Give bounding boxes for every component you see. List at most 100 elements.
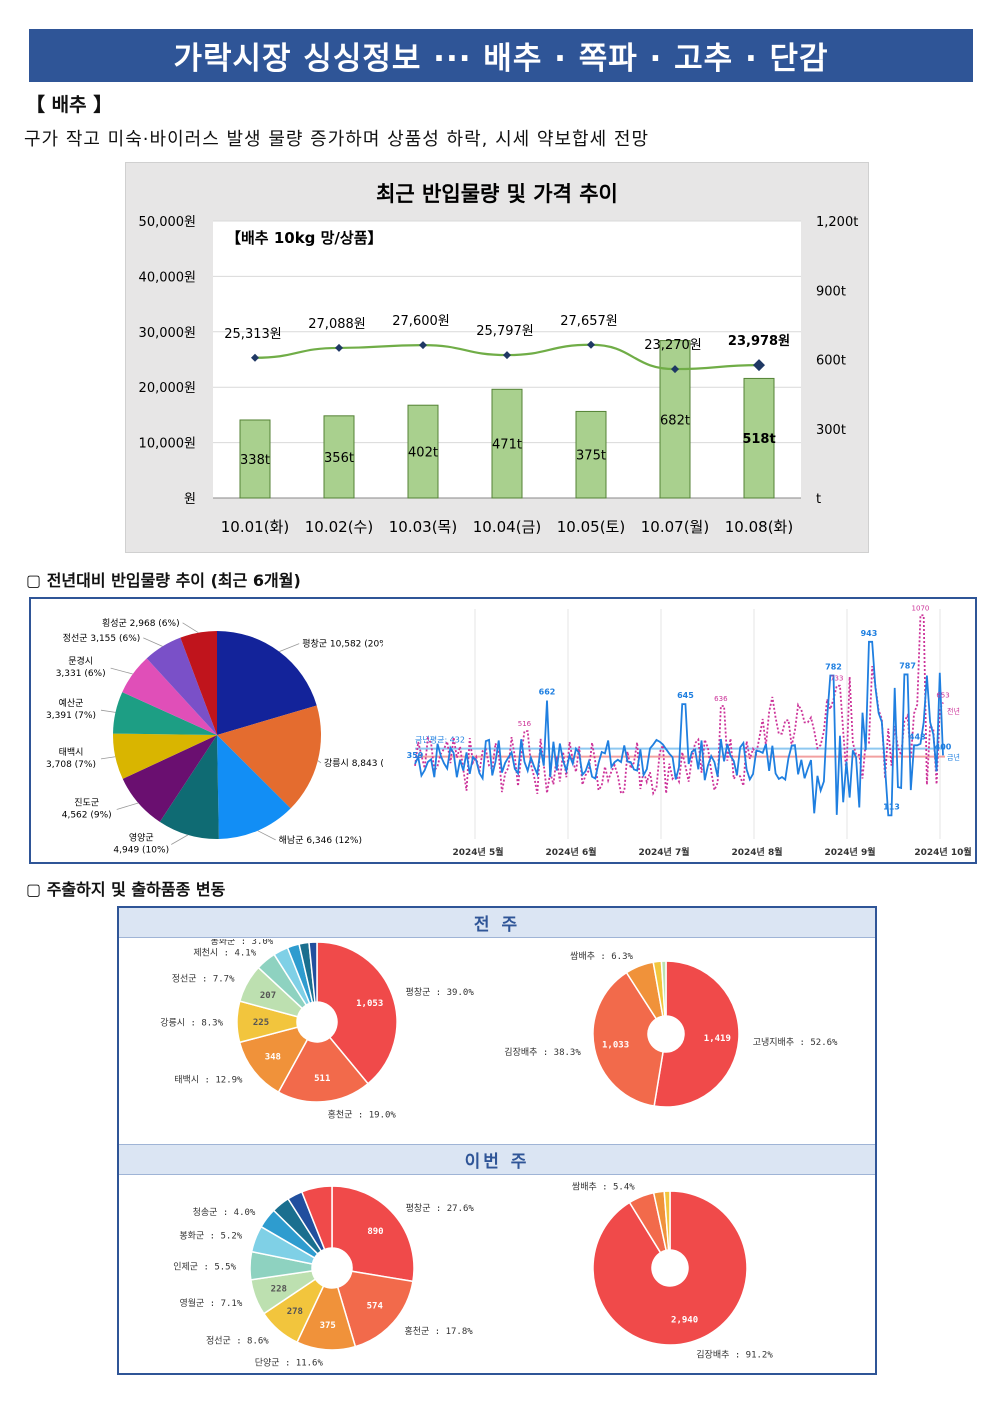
- donut-category-label: 강릉시 : 8.3%: [160, 1018, 223, 1029]
- pie-slice: [159, 735, 219, 839]
- donut-value-label: 1,053: [356, 999, 383, 1009]
- leader-line: [100, 709, 116, 713]
- pie-slice: [122, 735, 217, 822]
- prev-peak-label: 733: [830, 675, 843, 683]
- origin-pie-svg: 평창군 10,582 (20%) 강릉시 8,843 (17%) 해남군 6,346…: [46, 617, 383, 856]
- price-data-label: 25,313원: [224, 327, 281, 342]
- donut-value-label: 2,940: [671, 1315, 698, 1325]
- donut-value-label: 1,033: [602, 1040, 629, 1050]
- donut-value-label: 207: [260, 991, 276, 1001]
- volume-data-label: 375t: [576, 449, 606, 464]
- donut-category-label: 홍천군 : 17.8%: [405, 1325, 474, 1337]
- pie-label: 예산군: [59, 698, 84, 709]
- leader-line: [171, 834, 189, 845]
- week-this-header: 이번 주: [119, 1144, 875, 1175]
- donut-value-label: 574: [367, 1302, 384, 1312]
- month-label: 2024년 5월: [452, 846, 503, 858]
- donut-category-label: 평창군 : 39.0%: [406, 987, 475, 998]
- donut-slice: [592, 1190, 748, 1346]
- leader-line: [279, 643, 300, 653]
- volume-tick-label: 900t: [816, 284, 846, 299]
- category-label: 10.04(금): [473, 518, 541, 536]
- price-tick-label: 50,000원: [139, 215, 196, 230]
- category-label: 10.03(목): [389, 518, 457, 536]
- price-data-label: 27,600원: [392, 314, 449, 329]
- unit-label: 【배추 10kg 망/상품】: [226, 229, 383, 247]
- donut-category-label: 김장배추 : 91.2%: [696, 1349, 773, 1361]
- volume-bar: [239, 419, 271, 499]
- pie-label: 태백시: [59, 747, 84, 758]
- prev-peak-label: 653: [936, 691, 949, 699]
- price-data-label: 23,978원: [728, 334, 790, 349]
- volume-tick-label: t: [816, 492, 821, 507]
- donut-category-label: 정선군 : 8.6%: [206, 1335, 269, 1346]
- donut-value-label: 348: [265, 1052, 281, 1062]
- month-label: 2024년 9월: [824, 846, 875, 858]
- prev-origin-donut: 1,053 평창군 : 39.0% 511 홍천군 : 19.0% 348 태백시 : 1…: [160, 939, 475, 1121]
- price-data-label: 27,088원: [308, 317, 365, 332]
- pie-label: 해남군 6,346 (12%): [279, 835, 362, 846]
- volume-data-label: 682t: [660, 413, 690, 428]
- leader-line: [110, 667, 133, 675]
- volume-bar: [323, 415, 355, 499]
- price-data-label: 23,270원: [644, 338, 701, 353]
- donut-slice: [660, 960, 667, 1017]
- prev-peak-label: 516: [518, 720, 532, 728]
- donut-slice: [663, 1190, 671, 1251]
- volume-bar: [575, 410, 607, 499]
- category-label: 10.01(화): [221, 518, 289, 536]
- donut-category-label: 정선군 : 7.7%: [172, 973, 235, 984]
- volume-price-chart: 최근 반입물량 및 가격 추이 50,000원 40,000원 30,000원 20,0…: [125, 162, 869, 553]
- donut-value-label: 228: [271, 1284, 287, 1294]
- donut-slice: [592, 971, 664, 1107]
- page-title: 가락시장 싱싱정보 ··· 배추 · 쪽파 · 고추 · 단감: [173, 41, 829, 77]
- donut-value-label: 890: [367, 1227, 383, 1237]
- price-data-label: 25,797원: [476, 324, 533, 339]
- current-series-name: 금년: [947, 753, 960, 762]
- donut-category-label: 단양군 : 11.6%: [255, 1358, 324, 1369]
- price-point: [587, 340, 595, 349]
- volume-bar: [743, 377, 775, 499]
- pie-label: 정선군 3,155 (6%): [63, 633, 141, 644]
- volume-price-svg: 최근 반입물량 및 가격 추이 50,000원 40,000원 30,000원 20,0…: [139, 182, 859, 536]
- price-point: [503, 351, 511, 360]
- leader-line: [317, 760, 322, 764]
- volume-tick-label: 1,200t: [816, 215, 858, 230]
- this-variety-donut: 2,940 김장배추 : 91.2% 쌈배추 : 5.4%: [572, 1181, 773, 1361]
- this-origin-donut: 890 평창군 : 27.6% 574 홍천군 : 17.8% 375 단양군 : 11.…: [173, 1185, 474, 1369]
- donut-category-label: 봉화군 : 5.2%: [179, 1230, 242, 1241]
- donut-category-label: 봉화군 : 3.0%: [210, 939, 273, 947]
- volume-bar: [491, 388, 523, 499]
- prev-variety-donut: 1,419 고냉지배추 : 52.6% 1,033 김장배추 : 38.3% 쌈배추 :…: [504, 951, 838, 1108]
- current-peak-label: 448: [909, 732, 926, 741]
- current-peak-label: 113: [883, 802, 900, 811]
- price-point: [753, 359, 765, 372]
- leader-line: [143, 637, 163, 647]
- donut-category-label: 김장배추 : 38.3%: [504, 1046, 581, 1058]
- pie-slice: [146, 637, 217, 735]
- price-tick-label: 30,000원: [139, 326, 196, 341]
- donut-category-label: 청송군 : 4.0%: [193, 1207, 256, 1218]
- donut-value-label: 511: [314, 1074, 330, 1084]
- pie-slice: [217, 735, 291, 839]
- pie-label: 횡성군 2,968 (6%): [102, 617, 180, 629]
- pie-label-value: 3,708 (7%): [46, 760, 96, 770]
- volume-data-label: 518t: [742, 432, 775, 447]
- volume-data-label: 356t: [324, 451, 354, 466]
- shipping-section-title: ▢ 주출하지 및 출하품종 변동: [26, 880, 226, 899]
- current-peak-label: 662: [539, 688, 556, 697]
- page-banner: 가락시장 싱싱정보 ··· 배추 · 쪽파 · 고추 · 단감: [29, 29, 973, 82]
- pie-label: 진도군: [74, 797, 99, 808]
- donut-value-label: 278: [287, 1307, 303, 1317]
- price-point: [671, 365, 679, 374]
- month-label: 2024년 8월: [731, 846, 782, 858]
- prev-series-name: 전년: [947, 707, 960, 716]
- price-tick-label: 40,000원: [139, 270, 196, 285]
- category-label: 10.08(화): [725, 518, 793, 536]
- volume-bar: [407, 404, 439, 499]
- pie-label: 강릉시 8,843 (17%): [324, 758, 383, 769]
- donut-slice: [277, 1036, 370, 1103]
- pie-slice: [217, 705, 322, 809]
- leader-line: [257, 830, 276, 841]
- donut-slice: [331, 1185, 415, 1283]
